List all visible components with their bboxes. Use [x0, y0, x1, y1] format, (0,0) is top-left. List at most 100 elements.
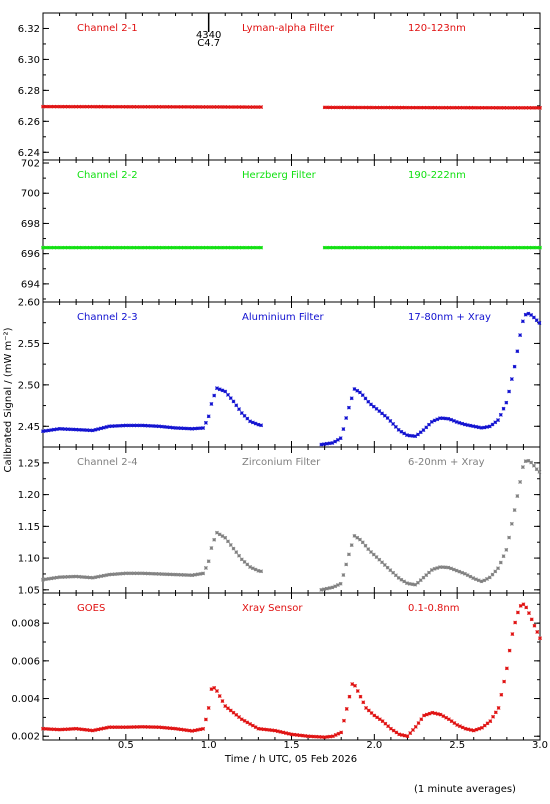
- data-point: [88, 575, 92, 580]
- data-point: [270, 728, 275, 733]
- data-point: [63, 104, 68, 109]
- data-point: [330, 105, 335, 110]
- data-point: [402, 105, 407, 110]
- data-point: [462, 422, 467, 427]
- data-point: [452, 105, 457, 110]
- data-point: [88, 104, 92, 109]
- data-point: [336, 105, 341, 110]
- data-point: [322, 735, 327, 740]
- data-point: [159, 245, 164, 250]
- data-point: [380, 245, 385, 250]
- data-point: [441, 714, 446, 719]
- data-point: [391, 105, 396, 110]
- data-point: [99, 245, 103, 250]
- data-point: [115, 725, 120, 730]
- data-point: [179, 572, 183, 577]
- data-point: [250, 245, 255, 250]
- data-point: [121, 245, 125, 250]
- data-point: [261, 727, 266, 732]
- data-point: [43, 245, 48, 250]
- data-point: [140, 571, 145, 576]
- data-point: [253, 725, 258, 730]
- data-point: [110, 572, 114, 577]
- data-point: [170, 245, 175, 250]
- data-point: [335, 583, 340, 587]
- data-point: [435, 245, 440, 250]
- data-point: [184, 728, 189, 733]
- y-tick-label: 0.006: [11, 656, 40, 667]
- data-point: [248, 722, 253, 726]
- data-point: [181, 104, 186, 109]
- y-tick-label: 6.26: [18, 117, 40, 128]
- data-point: [521, 105, 526, 110]
- data-point: [220, 534, 225, 538]
- data-point: [54, 427, 59, 432]
- data-point: [355, 689, 360, 693]
- data-point: [231, 105, 236, 109]
- data-point: [226, 392, 230, 397]
- data-point: [424, 573, 429, 578]
- data-point: [513, 245, 518, 250]
- data-point: [419, 717, 424, 722]
- data-point: [41, 726, 45, 731]
- data-point: [410, 433, 415, 438]
- data-point: [438, 105, 443, 110]
- data-point: [502, 245, 507, 250]
- data-point: [41, 577, 45, 582]
- data-point: [455, 723, 460, 727]
- data-point: [429, 419, 434, 424]
- data-point: [123, 423, 128, 428]
- data-point: [474, 577, 478, 582]
- data-point: [509, 377, 514, 381]
- data-point: [212, 537, 217, 542]
- data-point: [297, 733, 302, 738]
- data-point: [460, 421, 465, 426]
- data-point: [112, 424, 117, 428]
- data-point: [79, 575, 84, 579]
- data-point: [121, 104, 125, 109]
- data-point: [383, 245, 388, 250]
- data-point: [237, 245, 241, 250]
- data-point: [324, 586, 329, 591]
- data-point: [140, 245, 145, 250]
- data-point: [532, 623, 537, 628]
- data-point: [179, 104, 183, 109]
- data-point: [532, 463, 536, 468]
- data-point: [479, 425, 484, 430]
- data-point: [96, 104, 101, 109]
- data-point: [57, 245, 62, 250]
- data-point: [443, 416, 448, 421]
- data-point: [411, 245, 415, 250]
- data-point: [85, 428, 90, 433]
- data-point: [71, 245, 76, 250]
- data-point: [121, 725, 125, 730]
- data-point: [382, 563, 387, 567]
- x-tick-label: 3.0: [532, 740, 548, 751]
- panel-band-label: 120-123nm: [408, 23, 466, 34]
- data-point: [397, 732, 402, 737]
- data-point: [471, 245, 476, 250]
- data-point: [104, 245, 109, 250]
- data-point: [490, 572, 495, 577]
- data-point: [190, 729, 195, 733]
- data-point: [416, 105, 421, 110]
- data-point: [85, 728, 90, 732]
- data-point: [220, 699, 225, 703]
- data-point: [471, 576, 476, 581]
- data-point: [411, 105, 415, 110]
- data-point: [485, 721, 490, 726]
- data-point: [140, 423, 145, 428]
- data-point: [123, 725, 128, 730]
- data-point: [148, 571, 153, 576]
- data-point: [394, 105, 399, 110]
- data-point: [209, 245, 214, 250]
- data-point: [455, 245, 460, 250]
- data-point: [360, 540, 365, 545]
- data-point: [201, 104, 206, 109]
- data-point: [187, 728, 192, 733]
- data-point: [74, 574, 79, 579]
- data-point: [463, 105, 468, 110]
- data-point: [535, 245, 540, 250]
- data-point: [137, 423, 142, 428]
- data-point: [148, 245, 153, 250]
